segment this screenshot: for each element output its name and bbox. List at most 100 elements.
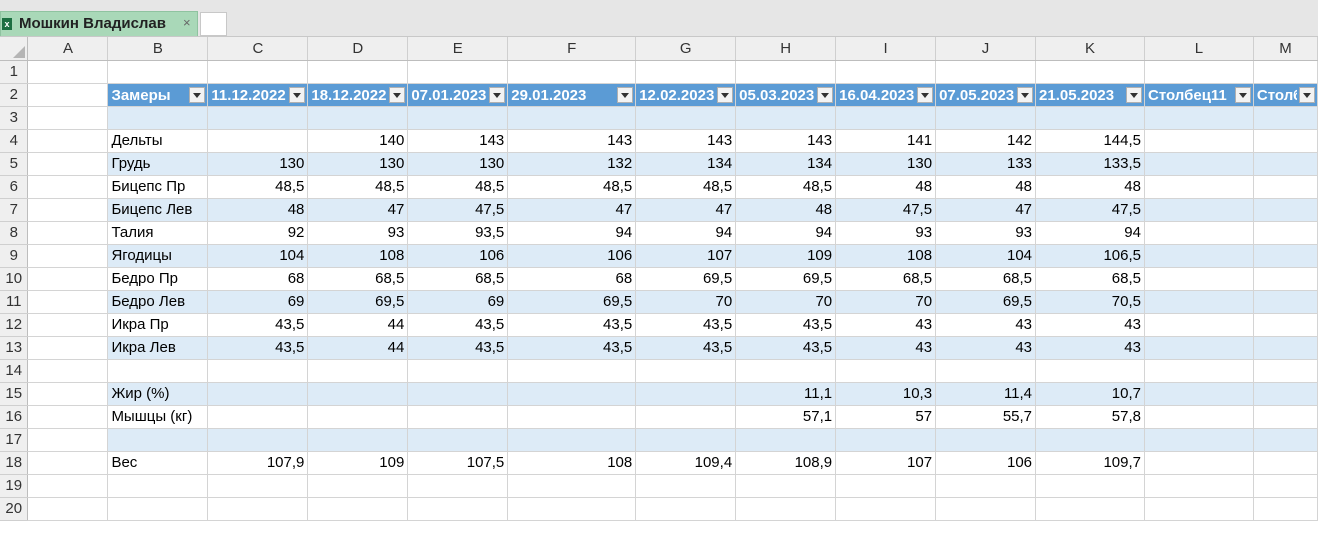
table-header-cell[interactable]: 18.12.2022 — [307, 83, 409, 107]
cell[interactable] — [27, 474, 109, 498]
table-cell[interactable]: 130 — [835, 152, 937, 176]
filter-dropdown-icon[interactable] — [1017, 86, 1034, 103]
row-label-cell[interactable]: Икра Лев — [107, 336, 209, 360]
table-cell[interactable]: 43 — [1035, 313, 1145, 337]
filter-dropdown-icon[interactable] — [1234, 86, 1251, 103]
table-cell[interactable]: 48 — [1035, 175, 1145, 199]
table-header-cell[interactable]: 29.01.2023 — [507, 83, 637, 107]
cell[interactable] — [107, 497, 209, 521]
column-header-b[interactable]: B — [107, 37, 209, 61]
table-header-cell[interactable]: 21.05.2023 — [1035, 83, 1145, 107]
cell[interactable] — [935, 474, 1037, 498]
table-cell[interactable] — [1253, 428, 1318, 452]
table-cell[interactable] — [1144, 313, 1254, 337]
table-cell[interactable]: 133,5 — [1035, 152, 1145, 176]
table-cell[interactable] — [1144, 359, 1254, 383]
cell[interactable] — [1144, 497, 1254, 521]
row-label-cell[interactable]: Жир (%) — [107, 382, 209, 406]
row-header[interactable]: 7 — [0, 198, 29, 222]
table-cell[interactable]: 43 — [935, 336, 1037, 360]
row-label-cell[interactable]: Бицепс Лев — [107, 198, 209, 222]
table-cell[interactable] — [1035, 428, 1145, 452]
table-cell[interactable]: 109,7 — [1035, 451, 1145, 475]
table-header-cell[interactable]: 05.03.2023 — [735, 83, 837, 107]
cell[interactable] — [307, 60, 409, 84]
row-header[interactable]: 9 — [0, 244, 29, 268]
cell[interactable] — [1035, 60, 1145, 84]
table-cell[interactable]: 93 — [835, 221, 937, 245]
table-cell[interactable]: 48,5 — [507, 175, 637, 199]
table-cell[interactable]: 43,5 — [507, 313, 637, 337]
cell[interactable] — [207, 497, 309, 521]
table-cell[interactable] — [407, 405, 509, 429]
table-cell[interactable]: 43 — [935, 313, 1037, 337]
filter-dropdown-icon[interactable] — [489, 86, 506, 103]
cell[interactable] — [507, 474, 637, 498]
table-cell[interactable]: 11,1 — [735, 382, 837, 406]
table-cell[interactable] — [1144, 221, 1254, 245]
cell[interactable] — [207, 60, 309, 84]
table-cell[interactable]: 48,5 — [635, 175, 737, 199]
table-cell[interactable]: 47 — [507, 198, 637, 222]
table-header-cell[interactable]: 07.05.2023 — [935, 83, 1037, 107]
table-cell[interactable]: 43,5 — [635, 313, 737, 337]
table-cell[interactable]: 47 — [307, 198, 409, 222]
table-header-cell[interactable]: Столбец12 — [1253, 83, 1318, 107]
table-cell[interactable] — [307, 106, 409, 130]
table-cell[interactable] — [935, 428, 1037, 452]
cell[interactable] — [735, 474, 837, 498]
cell[interactable] — [407, 60, 509, 84]
table-cell[interactable] — [207, 428, 309, 452]
cell[interactable] — [835, 497, 937, 521]
table-cell[interactable]: 108 — [507, 451, 637, 475]
table-cell[interactable]: 106 — [507, 244, 637, 268]
table-cell[interactable]: 10,7 — [1035, 382, 1145, 406]
table-cell[interactable] — [1253, 198, 1318, 222]
cell[interactable] — [27, 152, 109, 176]
table-cell[interactable]: 104 — [207, 244, 309, 268]
table-cell[interactable]: 70 — [735, 290, 837, 314]
table-cell[interactable]: 132 — [507, 152, 637, 176]
table-cell[interactable] — [1253, 382, 1318, 406]
cell[interactable] — [27, 198, 109, 222]
table-cell[interactable] — [1144, 290, 1254, 314]
row-header[interactable]: 14 — [0, 359, 29, 383]
filter-dropdown-icon[interactable] — [189, 86, 206, 103]
table-cell[interactable]: 130 — [307, 152, 409, 176]
table-cell[interactable]: 47,5 — [1035, 198, 1145, 222]
table-cell[interactable] — [635, 405, 737, 429]
table-cell[interactable]: 70 — [835, 290, 937, 314]
table-cell[interactable]: 43,5 — [407, 313, 509, 337]
row-header[interactable]: 12 — [0, 313, 29, 337]
table-cell[interactable] — [1253, 336, 1318, 360]
table-cell[interactable]: 10,3 — [835, 382, 937, 406]
column-header-h[interactable]: H — [735, 37, 837, 61]
table-cell[interactable]: 70 — [635, 290, 737, 314]
table-cell[interactable]: 109 — [735, 244, 837, 268]
table-cell[interactable]: 48,5 — [735, 175, 837, 199]
table-cell[interactable] — [1253, 106, 1318, 130]
table-cell[interactable] — [735, 106, 837, 130]
cell[interactable] — [27, 129, 109, 153]
table-cell[interactable] — [1144, 428, 1254, 452]
row-header[interactable]: 4 — [0, 129, 29, 153]
column-header-l[interactable]: L — [1144, 37, 1254, 61]
table-cell[interactable]: 48,5 — [207, 175, 309, 199]
table-header-cell[interactable]: 12.02.2023 — [635, 83, 737, 107]
table-cell[interactable] — [1253, 313, 1318, 337]
table-cell[interactable]: 47,5 — [835, 198, 937, 222]
table-cell[interactable]: 44 — [307, 313, 409, 337]
table-cell[interactable]: 109 — [307, 451, 409, 475]
cell[interactable] — [407, 474, 509, 498]
table-cell[interactable]: 48 — [835, 175, 937, 199]
cell[interactable] — [935, 497, 1037, 521]
table-cell[interactable] — [407, 359, 509, 383]
table-cell[interactable] — [935, 359, 1037, 383]
table-header-cell[interactable]: 11.12.2022 — [207, 83, 309, 107]
cell[interactable] — [635, 60, 737, 84]
table-cell[interactable] — [835, 106, 937, 130]
cell[interactable] — [407, 497, 509, 521]
table-cell[interactable]: 48 — [735, 198, 837, 222]
table-cell[interactable] — [1144, 106, 1254, 130]
table-cell[interactable]: 106,5 — [1035, 244, 1145, 268]
